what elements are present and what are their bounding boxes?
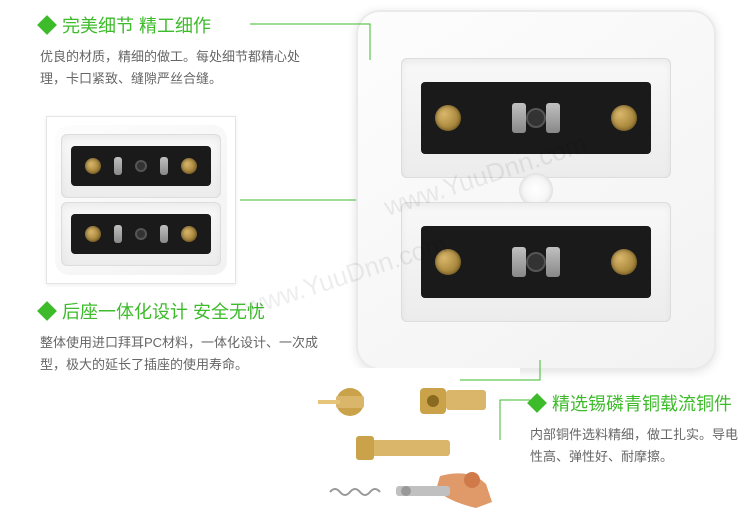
- metal-pin-icon: [160, 157, 168, 175]
- product-thumbnail: [46, 116, 236, 284]
- metal-pin-icon: [114, 157, 122, 175]
- copper-parts-svg: [300, 368, 520, 518]
- feature-title-row: 精选锡磷青铜载流铜件: [530, 390, 740, 416]
- feature-block-2: 后座一体化设计 安全无忧 整体使用进口拜耳PC材料，一体化设计、一次成型，极大的…: [40, 298, 340, 376]
- product-main-image: [356, 10, 716, 370]
- brass-screw-icon: [435, 249, 461, 275]
- cert-mark-icon: [526, 108, 546, 128]
- cert-mark-icon: [135, 228, 147, 240]
- feature-1-desc: 优良的材质，精细的做工。每处细节都精心处理，卡口紧致、缝隙严丝合缝。: [40, 46, 320, 90]
- metal-pin-icon: [114, 225, 122, 243]
- brass-screw-icon: [611, 249, 637, 275]
- copper-parts-image: [300, 368, 520, 518]
- mechanism: [421, 226, 651, 298]
- mechanism: [421, 82, 651, 154]
- feature-title-row: 后座一体化设计 安全无忧: [40, 298, 340, 324]
- feature-title-row: 完美细节 精工细作: [40, 12, 320, 38]
- switch-module: [61, 202, 221, 266]
- metal-pin-icon: [546, 247, 560, 277]
- metal-pin-icon: [546, 103, 560, 133]
- metal-pin-icon: [512, 247, 526, 277]
- brass-screw-icon: [181, 226, 197, 242]
- diamond-bullet-icon: [37, 301, 57, 321]
- feature-2-desc: 整体使用进口拜耳PC材料，一体化设计、一次成型，极大的延长了插座的使用寿命。: [40, 332, 340, 376]
- mechanism: [71, 146, 211, 186]
- feature-2-title: 后座一体化设计 安全无忧: [62, 298, 265, 324]
- feature-1-title: 完美细节 精工细作: [62, 12, 211, 38]
- diamond-bullet-icon: [527, 393, 547, 413]
- feature-block-3: 精选锡磷青铜载流铜件 内部铜件选料精细，做工扎实。导电性高、弹性好、耐摩擦。: [530, 390, 740, 468]
- mechanism: [71, 214, 211, 254]
- switch-module: [61, 134, 221, 198]
- diamond-bullet-icon: [37, 15, 57, 35]
- feature-3-desc: 内部铜件选料精细，做工扎实。导电性高、弹性好、耐摩擦。: [530, 424, 740, 468]
- product-backplate: [356, 10, 716, 370]
- feature-3-title: 精选锡磷青铜载流铜件: [552, 390, 732, 416]
- cert-mark-icon: [526, 252, 546, 272]
- brass-screw-icon: [611, 105, 637, 131]
- metal-pin-icon: [160, 225, 168, 243]
- cert-mark-icon: [135, 160, 147, 172]
- metal-pin-icon: [512, 103, 526, 133]
- brass-screw-icon: [85, 226, 101, 242]
- brass-screw-icon: [181, 158, 197, 174]
- brass-screw-icon: [435, 105, 461, 131]
- brass-screw-icon: [85, 158, 101, 174]
- switch-module-bottom: [401, 202, 671, 322]
- feature-block-1: 完美细节 精工细作 优良的材质，精细的做工。每处细节都精心处理，卡口紧致、缝隙严…: [40, 12, 320, 90]
- switch-module-top: [401, 58, 671, 178]
- thumbnail-plate: [55, 125, 227, 275]
